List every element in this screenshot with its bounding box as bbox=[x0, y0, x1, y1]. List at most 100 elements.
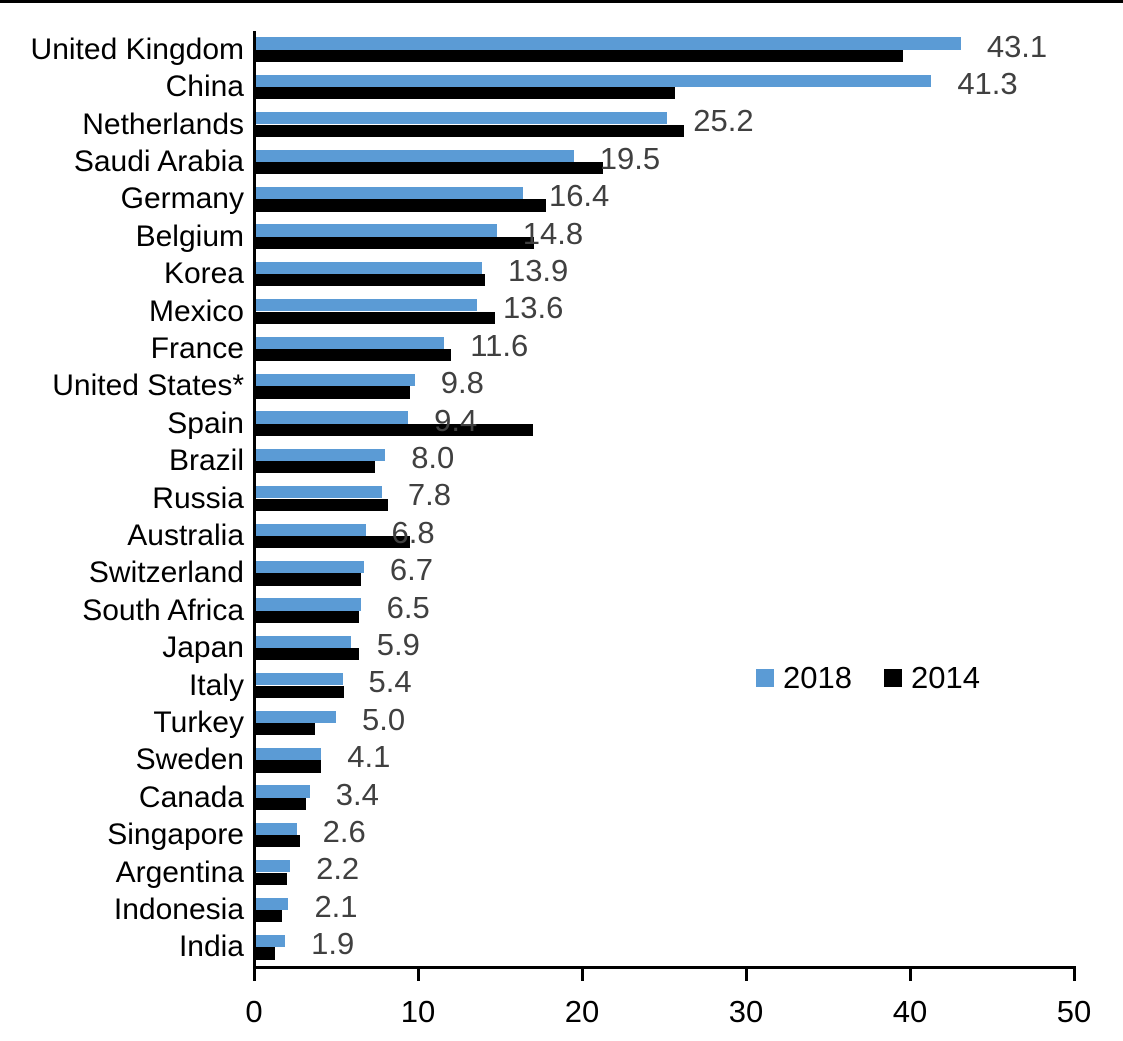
category-label: Saudi Arabia bbox=[73, 144, 244, 178]
category-label: Spain bbox=[167, 406, 244, 440]
bar-2014 bbox=[254, 461, 376, 474]
legend-swatch-2014 bbox=[883, 668, 902, 687]
data-label: 7.8 bbox=[407, 477, 452, 513]
bar-2014 bbox=[254, 573, 361, 586]
category-label: Belgium bbox=[135, 219, 244, 253]
bar-2014 bbox=[254, 386, 410, 399]
x-tick-label: 0 bbox=[245, 994, 263, 1029]
bar-2018 bbox=[254, 822, 297, 836]
bar-2018 bbox=[254, 336, 445, 349]
category-label: Canada bbox=[138, 780, 244, 814]
bar-2018 bbox=[254, 710, 336, 723]
bar-2018 bbox=[254, 261, 482, 275]
bar-2018 bbox=[254, 560, 364, 574]
bar-2014 bbox=[254, 947, 276, 960]
data-label: 1.9 bbox=[311, 926, 355, 962]
data-label: 4.1 bbox=[347, 739, 391, 775]
category-label: United States* bbox=[52, 369, 244, 403]
bar-2018 bbox=[254, 897, 289, 910]
category-label: Indonesia bbox=[113, 892, 244, 926]
bar-2018 bbox=[254, 673, 343, 686]
bar-2018 bbox=[254, 747, 322, 761]
data-label: 9.4 bbox=[434, 402, 478, 438]
bar-2014 bbox=[254, 87, 676, 100]
legend-label-2018: 2018 bbox=[783, 660, 852, 695]
legend-swatch-2018 bbox=[756, 668, 774, 687]
category-label: China bbox=[165, 70, 244, 104]
bar-2018 bbox=[254, 224, 497, 237]
bar-2018 bbox=[254, 299, 478, 312]
data-label: 2.1 bbox=[314, 888, 358, 924]
bar-2014 bbox=[254, 124, 684, 137]
category-label: Italy bbox=[188, 668, 244, 702]
data-label: 5.4 bbox=[368, 664, 412, 700]
x-tick bbox=[581, 969, 584, 981]
bar-2014 bbox=[254, 797, 307, 811]
category-label: Germany bbox=[120, 182, 244, 216]
data-label: 11.6 bbox=[470, 327, 529, 363]
bar-2014 bbox=[254, 722, 315, 736]
category-label: South Africa bbox=[82, 593, 244, 627]
bar-2018 bbox=[254, 411, 409, 424]
category-label: Brazil bbox=[168, 444, 244, 478]
bar-2014 bbox=[254, 685, 345, 698]
category-label: Japan bbox=[162, 631, 244, 665]
bar-2014 bbox=[254, 610, 359, 624]
bar-2018 bbox=[254, 74, 932, 88]
category-label: Sweden bbox=[135, 743, 244, 777]
bar-2018 bbox=[254, 598, 361, 611]
x-tick bbox=[253, 969, 256, 981]
bar-2014 bbox=[254, 199, 546, 212]
bar-2018 bbox=[254, 448, 386, 462]
bar-2018 bbox=[254, 486, 382, 499]
data-label: 3.4 bbox=[335, 776, 379, 812]
data-label: 5.0 bbox=[362, 701, 406, 737]
data-label: 6.5 bbox=[386, 589, 430, 625]
data-label: 14.8 bbox=[522, 215, 584, 251]
bar-2014 bbox=[254, 274, 486, 287]
x-tick-label: 10 bbox=[400, 994, 436, 1029]
data-label: 41.3 bbox=[957, 66, 1018, 101]
bar-2014 bbox=[254, 161, 604, 175]
category-label: Korea bbox=[163, 257, 244, 291]
data-label: 9.8 bbox=[440, 365, 484, 401]
bar-2014 bbox=[254, 872, 287, 885]
bar-2014 bbox=[254, 311, 496, 324]
bar-2014 bbox=[254, 648, 359, 661]
category-label: Netherlands bbox=[82, 107, 244, 141]
bar-2014 bbox=[254, 760, 322, 773]
bar-2018 bbox=[254, 934, 286, 948]
bar-2014 bbox=[254, 909, 282, 923]
category-label: Mexico bbox=[148, 294, 244, 328]
x-tick-label: 30 bbox=[728, 994, 764, 1029]
x-tick bbox=[909, 969, 912, 981]
category-label: India bbox=[178, 930, 244, 964]
x-tick-label: 40 bbox=[892, 994, 928, 1029]
legend: 2018 2014 bbox=[756, 662, 980, 693]
data-label: 8.0 bbox=[411, 440, 455, 475]
bar-2018 bbox=[254, 785, 310, 798]
bar-2014 bbox=[254, 348, 451, 362]
data-label: 19.5 bbox=[599, 140, 661, 176]
bar-2014 bbox=[254, 236, 535, 250]
category-label: Russia bbox=[152, 481, 244, 515]
category-label: Argentina bbox=[115, 855, 244, 889]
bar-2018 bbox=[254, 186, 523, 200]
x-tick bbox=[745, 969, 748, 981]
data-label: 6.8 bbox=[391, 514, 435, 550]
x-tick bbox=[417, 969, 420, 981]
legend-label-2014: 2014 bbox=[910, 660, 980, 695]
data-label: 6.7 bbox=[389, 552, 433, 588]
bar-2018 bbox=[254, 112, 668, 125]
bar-2018 bbox=[254, 523, 366, 536]
category-label: Turkey bbox=[153, 705, 244, 739]
x-tick bbox=[1073, 969, 1076, 981]
bar-2014 bbox=[254, 423, 533, 437]
x-tick-label: 50 bbox=[1056, 994, 1092, 1029]
data-label: 5.9 bbox=[376, 627, 420, 662]
category-label: France bbox=[150, 331, 244, 365]
bar-2018 bbox=[254, 37, 961, 50]
category-label: Australia bbox=[127, 518, 244, 552]
bar-2014 bbox=[254, 535, 410, 549]
legend-entry-2014: 2014 bbox=[883, 660, 980, 695]
